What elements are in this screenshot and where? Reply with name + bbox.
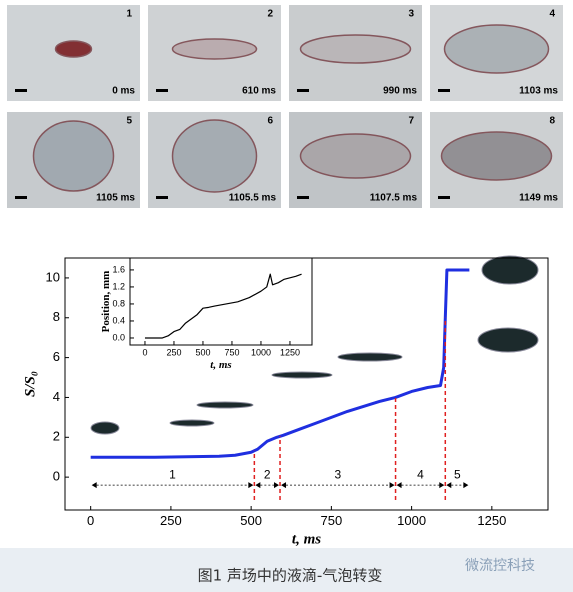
panel-number: 8: [549, 116, 555, 127]
panel-number: 7: [408, 116, 414, 127]
x-tick-label: 1000: [397, 513, 426, 528]
droplet: [54, 40, 93, 58]
panel-time: 1149 ms: [519, 193, 558, 204]
x-tick-label: 1250: [477, 513, 506, 528]
x-tick-label: 750: [321, 513, 343, 528]
x-tick-label: 250: [160, 513, 182, 528]
data-line: [144, 273, 302, 339]
panel-number: 5: [126, 116, 132, 127]
region-label: 1: [169, 467, 176, 481]
droplet: [299, 34, 412, 64]
scale-bar: [156, 89, 168, 92]
panel-time: 1105 ms: [96, 193, 135, 204]
droplet: [299, 133, 412, 179]
droplet: [443, 24, 550, 74]
scale-bar: [297, 196, 309, 199]
caption: 图1 声场中的液滴-气泡转变: [198, 567, 383, 585]
x-axis-label: t, ms: [210, 359, 231, 371]
data-line: [90, 268, 470, 459]
panel-number: 2: [267, 9, 273, 20]
panel-number: 4: [549, 9, 555, 20]
x-tick-label: 0: [142, 347, 147, 357]
arrowhead: [255, 482, 280, 489]
panel-time: 990 ms: [383, 86, 417, 97]
y-tick-label: 0.0: [112, 332, 125, 342]
caption-band: [0, 548, 573, 592]
droplet-icon: [481, 255, 539, 285]
plot-frame: [129, 257, 313, 346]
scale-bar: [297, 89, 309, 92]
panel-time: 1103 ms: [519, 86, 558, 97]
panel-number: 6: [267, 116, 273, 127]
droplet: [171, 38, 258, 60]
y-tick-label: 10: [46, 269, 60, 284]
x-tick-label: 500: [195, 347, 210, 357]
droplet: [32, 120, 115, 192]
y-tick-label: 0: [53, 469, 60, 484]
y-axis-label: S/S₀: [23, 371, 39, 397]
watermark: 微流控科技: [465, 558, 535, 574]
y-axis-label: Position, mm: [100, 271, 112, 333]
region-label: 4: [417, 467, 424, 481]
panel-time: 1107.5 ms: [370, 193, 418, 204]
scale-bar: [438, 89, 450, 92]
x-tick-label: 500: [240, 513, 262, 528]
y-tick-label: 1.2: [112, 281, 125, 291]
y-tick-label: 1.6: [112, 264, 125, 274]
panel-number: 1: [126, 9, 132, 20]
region-label: 2: [264, 467, 271, 481]
photo-panels: 1 0 ms 2 610 ms 3 990 ms 4 1103 ms 5 1105 ms 6 1105…: [7, 5, 563, 208]
x-tick-label: 750: [224, 347, 239, 357]
droplet: [440, 131, 553, 181]
scale-bar: [15, 196, 27, 199]
droplet-icon: [169, 419, 215, 427]
y-tick-label: 4: [53, 389, 60, 404]
y-tick-label: 0.4: [112, 315, 125, 325]
inset-background: [130, 258, 312, 345]
x-tick-label: 1000: [251, 347, 271, 357]
region-label: 5: [454, 467, 461, 481]
droplet-icon: [337, 352, 403, 362]
x-tick-label: 250: [166, 347, 181, 357]
scale-bar: [15, 89, 27, 92]
arrowhead: [396, 482, 445, 489]
panel-time: 1105.5 ms: [229, 193, 277, 204]
scale-bar: [156, 196, 168, 199]
droplet: [171, 119, 258, 193]
panel-time: 610 ms: [242, 86, 276, 97]
x-axis-label: t, ms: [292, 531, 321, 547]
y-tick-label: 8: [53, 309, 60, 324]
x-tick-label: 1250: [280, 347, 300, 357]
y-tick-label: 0.8: [112, 298, 125, 308]
x-tick-label: 0: [87, 513, 94, 528]
droplet-icon: [196, 401, 254, 409]
panel-time: 0 ms: [112, 86, 135, 97]
region-label: 3: [334, 467, 341, 481]
y-tick-label: 2: [53, 429, 60, 444]
y-tick-label: 6: [53, 349, 60, 364]
droplet-icon: [90, 421, 120, 435]
droplet-icon: [271, 371, 333, 379]
droplet-icon: [477, 327, 539, 353]
panel-number: 3: [408, 9, 414, 20]
scale-bar: [438, 196, 450, 199]
arrowhead: [446, 482, 469, 489]
